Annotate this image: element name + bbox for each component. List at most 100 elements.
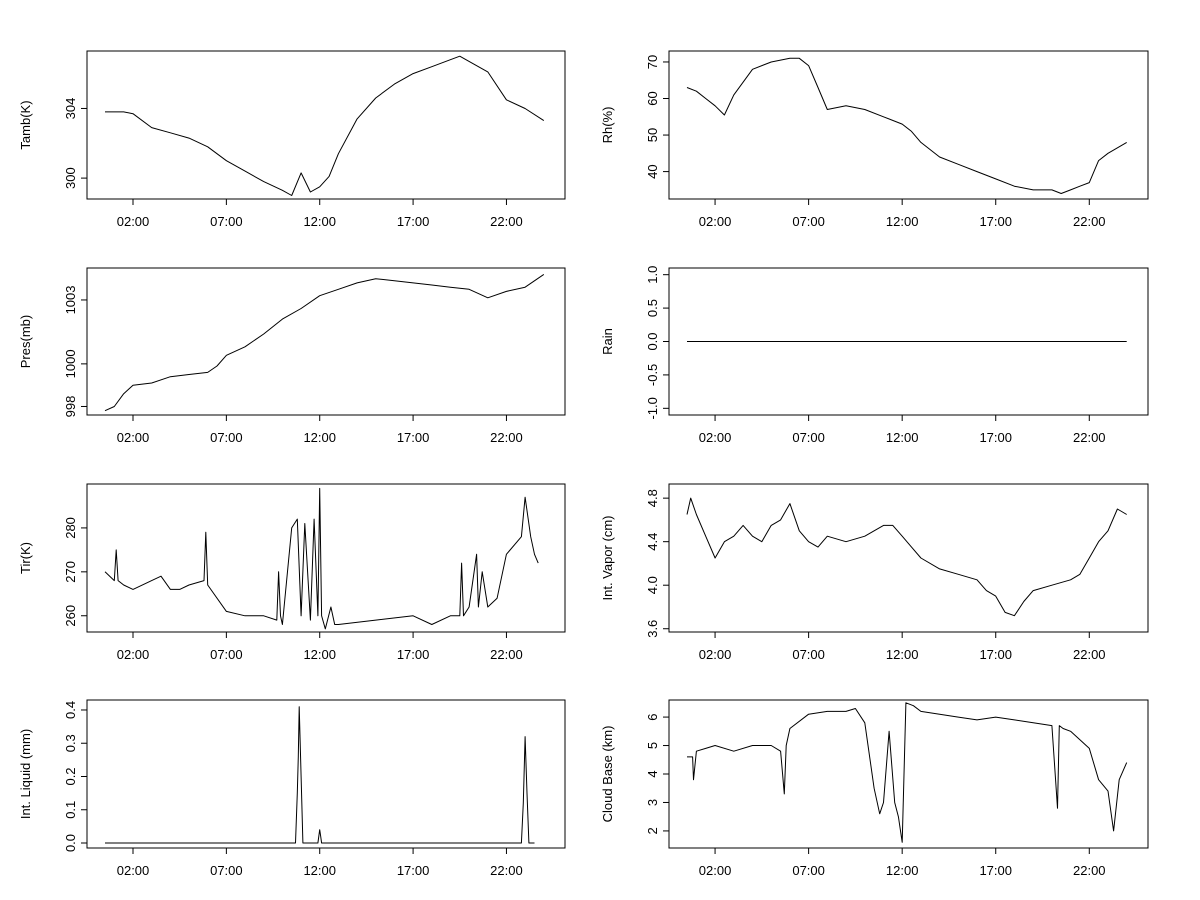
x-tick-label: 22:00 — [1073, 430, 1106, 445]
y-tick-label: 0.2 — [63, 767, 78, 785]
y-axis-label: Int. Vapor (cm) — [600, 515, 615, 600]
panel-pres: 02:00 07:00 12:00 17:00 22:00 998 1000 1003 Pres… — [18, 267, 566, 445]
x-tick-label: 02:00 — [699, 863, 732, 878]
y-tick-label: 0.3 — [63, 734, 78, 752]
panel-int-vapor: 02:00 07:00 12:00 17:00 22:00 3.6 4.0 4.4 4.8 Int… — [600, 483, 1149, 662]
series-line — [687, 702, 1128, 843]
x-tick-label: 02:00 — [699, 647, 732, 662]
x-tick-label: 07:00 — [210, 214, 243, 229]
x-tick-label: 12:00 — [303, 647, 336, 662]
x-tick-label: 22:00 — [1073, 863, 1106, 878]
y-tick-label: 2 — [645, 827, 660, 834]
y-tick-label: 1003 — [63, 285, 78, 314]
x-tick-label: 17:00 — [397, 647, 430, 662]
x-tick-label: 22:00 — [490, 214, 523, 229]
panel-rain: 02:00 07:00 12:00 17:00 22:00 -1.0 -0.5 0.0 0.5 1… — [600, 266, 1149, 445]
x-tick-label: 12:00 — [303, 430, 336, 445]
y-tick-label: 0.4 — [63, 701, 78, 719]
x-tick-label: 22:00 — [1073, 214, 1106, 229]
series-line — [105, 706, 535, 844]
y-tick-label: 60 — [645, 91, 660, 105]
x-tick-label: 17:00 — [979, 430, 1012, 445]
series-line — [105, 55, 545, 196]
x-tick-label: 02:00 — [117, 214, 150, 229]
y-axis-label: Pres(mb) — [18, 315, 33, 368]
x-tick-label: 12:00 — [886, 430, 919, 445]
x-tick-label: 17:00 — [979, 214, 1012, 229]
plot-frame — [86, 483, 566, 633]
series-line — [686, 497, 1127, 617]
x-tick-label: 07:00 — [792, 214, 825, 229]
x-tick-label: 07:00 — [210, 430, 243, 445]
y-tick-label: 300 — [63, 167, 78, 189]
y-axis-label: Tir(K) — [18, 542, 33, 574]
x-tick-label: 22:00 — [490, 430, 523, 445]
y-axis-label: Rain — [600, 328, 615, 355]
y-tick-label: 70 — [645, 55, 660, 69]
x-tick-label: 02:00 — [117, 863, 150, 878]
x-tick-label: 17:00 — [979, 647, 1012, 662]
plot-frame — [86, 699, 566, 849]
x-tick-label: 07:00 — [792, 863, 825, 878]
x-tick-label: 07:00 — [792, 647, 825, 662]
y-tick-label: 5 — [645, 742, 660, 749]
y-tick-label: -0.5 — [645, 364, 660, 386]
y-tick-label: 4.4 — [645, 533, 660, 551]
x-tick-label: 22:00 — [490, 647, 523, 662]
y-tick-label: 6 — [645, 713, 660, 720]
plot-frame — [668, 699, 1149, 849]
x-tick-label: 12:00 — [886, 214, 919, 229]
y-tick-label: 3 — [645, 799, 660, 806]
x-tick-label: 07:00 — [792, 430, 825, 445]
x-tick-label: 12:00 — [886, 647, 919, 662]
series-line — [686, 57, 1127, 194]
y-tick-label: 304 — [63, 98, 78, 120]
y-tick-label: 998 — [63, 396, 78, 418]
x-tick-label: 17:00 — [397, 863, 430, 878]
x-tick-label: 07:00 — [210, 863, 243, 878]
series-line — [104, 487, 539, 630]
panel-tir: 02:00 07:00 12:00 17:00 22:00 260 270 280 Tir(K) — [18, 483, 566, 662]
x-tick-label: 12:00 — [303, 863, 336, 878]
y-tick-label: 260 — [63, 605, 78, 627]
plot-frame — [86, 50, 566, 200]
y-tick-label: 50 — [645, 128, 660, 142]
x-tick-label: 07:00 — [210, 647, 243, 662]
panel-int-liquid: 02:00 07:00 12:00 17:00 22:00 0.0 0.1 0.2 0.3 0.4… — [18, 699, 566, 878]
x-tick-label: 02:00 — [117, 430, 150, 445]
y-tick-label: 0.5 — [645, 299, 660, 317]
x-tick-label: 17:00 — [397, 214, 430, 229]
x-tick-label: 02:00 — [699, 214, 732, 229]
y-tick-label: 4 — [645, 770, 660, 777]
series-line — [104, 273, 545, 412]
plot-frame — [668, 50, 1149, 200]
y-axis-label: Int. Liquid (mm) — [18, 729, 33, 819]
x-tick-label: 17:00 — [397, 430, 430, 445]
panel-rh: 02:00 07:00 12:00 17:00 22:00 40 50 60 70 Rh(%) — [600, 50, 1149, 229]
y-tick-label: 1.0 — [645, 266, 660, 284]
y-tick-label: 270 — [63, 561, 78, 583]
y-axis-label: Cloud Base (km) — [600, 726, 615, 823]
plot-frame — [86, 267, 566, 416]
x-tick-label: 02:00 — [699, 430, 732, 445]
x-tick-label: 22:00 — [490, 863, 523, 878]
y-tick-label: 0.0 — [645, 332, 660, 350]
y-tick-label: 4.0 — [645, 576, 660, 594]
panel-tamb: 02:00 07:00 12:00 17:00 22:00 300 304 Tamb(K) — [18, 50, 566, 229]
y-tick-label: 40 — [645, 164, 660, 178]
panel-cloud-base: 02:00 07:00 12:00 17:00 22:00 2 3 4 5 6 Cloud Base… — [600, 699, 1149, 878]
y-axis-label: Tamb(K) — [18, 100, 33, 149]
y-tick-label: 0.1 — [63, 801, 78, 819]
x-tick-label: 17:00 — [979, 863, 1012, 878]
x-tick-label: 12:00 — [886, 863, 919, 878]
y-tick-label: 280 — [63, 517, 78, 539]
x-tick-label: 22:00 — [1073, 647, 1106, 662]
plot-frame — [668, 483, 1149, 633]
y-tick-label: -1.0 — [645, 397, 660, 419]
y-tick-label: 1000 — [63, 349, 78, 378]
y-tick-label: 4.8 — [645, 489, 660, 507]
y-tick-label: 3.6 — [645, 620, 660, 638]
x-tick-label: 02:00 — [117, 647, 150, 662]
x-tick-label: 12:00 — [303, 214, 336, 229]
